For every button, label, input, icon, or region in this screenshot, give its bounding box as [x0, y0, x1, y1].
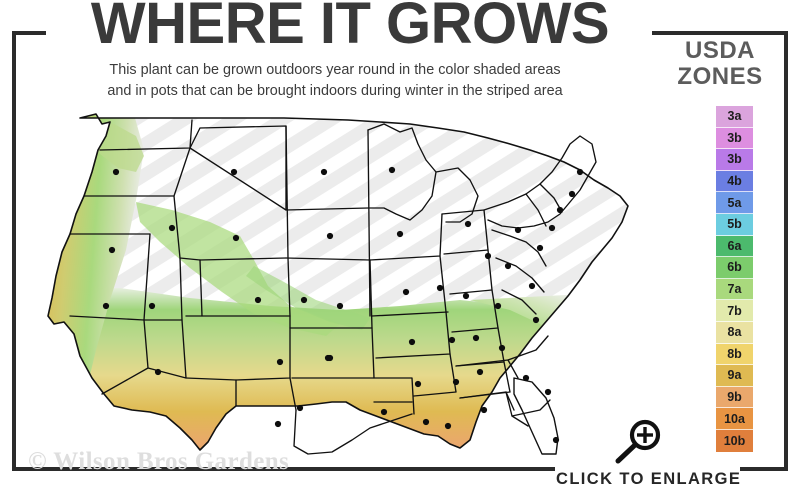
- legend-zone-4b-3[interactable]: 4b: [716, 170, 753, 193]
- page-title: WHERE IT GROWS: [90, 0, 610, 56]
- frame-left-edge: [12, 31, 16, 471]
- state-boundaries: [47, 113, 629, 455]
- legend-heading-line-1: USDA: [684, 37, 755, 64]
- frame-bottom-right: [740, 467, 788, 471]
- legend-zone-9a-12[interactable]: 9a: [716, 365, 753, 387]
- legend-zone-5b-5[interactable]: 5b: [716, 213, 753, 236]
- legend-zone-label: 3b: [727, 152, 742, 167]
- magnifier-plus-icon[interactable]: [612, 418, 666, 464]
- legend-zone-label: 6a: [727, 238, 742, 253]
- click-to-enlarge-label[interactable]: CLICK TO ENLARGE: [556, 470, 742, 488]
- legend-zone-label: 3b: [727, 130, 742, 145]
- frame-top-right: [652, 31, 788, 35]
- legend-zone-label: 3a: [727, 109, 742, 124]
- city-dots: [102, 166, 584, 444]
- legend-zone-5a-4[interactable]: 5a: [716, 192, 753, 214]
- legend-zone-label: 8a: [727, 325, 742, 340]
- subtitle: This plant can be grown outdoors year ro…: [30, 60, 640, 102]
- legend-zone-7b-9[interactable]: 7b: [716, 300, 753, 322]
- usda-zone-legend: 3a 3b 3b 4b 5a 5b 6a 6b 7a 7b 8a 8b 9a 9b 10a 10b: [716, 106, 753, 452]
- subtitle-line-2: and in pots that can be brought indoors …: [107, 82, 563, 99]
- legend-zone-label: 5b: [727, 217, 742, 232]
- legend-zone-label: 7b: [727, 303, 742, 318]
- legend-zone-label: 6b: [727, 260, 742, 275]
- legend-zone-10b-15[interactable]: 10b: [716, 429, 753, 452]
- legend-zone-label: 9b: [727, 390, 742, 405]
- legend-heading-line-2: ZONES: [677, 62, 763, 90]
- legend-zone-7a-8[interactable]: 7a: [716, 278, 753, 301]
- legend-zone-label: 10a: [724, 411, 745, 426]
- frame-bottom-left: [12, 467, 555, 471]
- legend-heading: USDA ZONES: [655, 38, 785, 90]
- legend-zone-8a-10[interactable]: 8a: [716, 321, 753, 344]
- legend-zone-3a-0[interactable]: 3a: [716, 106, 753, 128]
- legend-zone-label: 5a: [727, 195, 742, 210]
- legend-zone-8b-11[interactable]: 8b: [716, 343, 753, 366]
- legend-zone-label: 7a: [727, 282, 742, 297]
- frame-right-edge: [784, 31, 788, 471]
- legend-zone-3b-2[interactable]: 3b: [716, 149, 753, 171]
- subtitle-line-1: This plant can be grown outdoors year ro…: [109, 62, 561, 78]
- legend-zone-label: 10b: [723, 433, 746, 448]
- intermountain-green-finger-2: [246, 266, 370, 330]
- legend-zone-label: 4b: [727, 174, 742, 189]
- watermark: © Wilson Bros Gardens: [28, 448, 290, 475]
- legend-zone-label: 9a: [727, 368, 742, 383]
- legend-zone-6a-6[interactable]: 6a: [716, 235, 753, 258]
- legend-zone-6b-7[interactable]: 6b: [716, 257, 753, 279]
- legend-zone-10a-14[interactable]: 10a: [716, 408, 753, 430]
- legend-zone-label: 8b: [727, 346, 742, 361]
- intermountain-green-finger: [136, 202, 340, 336]
- frame-top-left: [12, 31, 46, 35]
- legend-zone-3b-1[interactable]: 3b: [716, 127, 753, 150]
- usda-zone-map[interactable]: [40, 110, 650, 455]
- legend-zone-9b-13[interactable]: 9b: [716, 386, 753, 409]
